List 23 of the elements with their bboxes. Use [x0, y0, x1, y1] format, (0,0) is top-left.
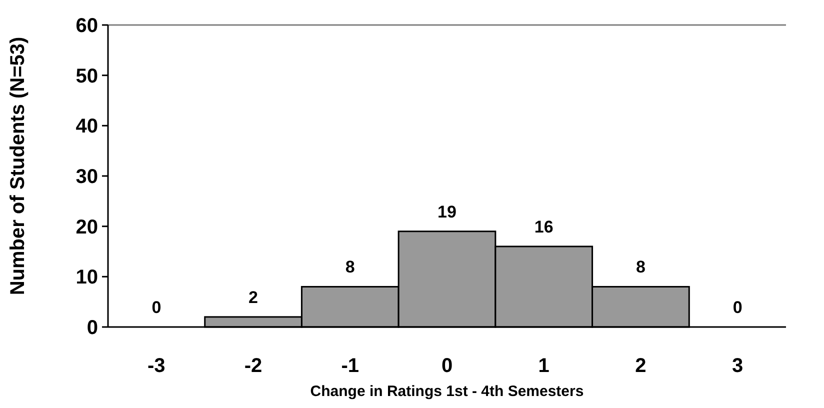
- y-tick-label: 20: [76, 216, 98, 238]
- y-tick-label: 0: [86, 317, 98, 339]
- x-axis-title: Change in Ratings 1st - 4th Semesters: [310, 383, 584, 400]
- x-tick-label: 0: [441, 355, 453, 377]
- data-label: 2: [248, 288, 258, 307]
- x-tick-label: 2: [635, 355, 646, 377]
- x-tick-label: -2: [244, 355, 262, 377]
- y-tick-label: 60: [76, 15, 98, 37]
- x-tick-label: 1: [538, 355, 550, 377]
- y-axis-title: Number of Students (N=53): [7, 36, 29, 296]
- x-tick-label: 3: [732, 355, 744, 377]
- data-label: 16: [534, 217, 554, 236]
- y-tick-label: 50: [76, 65, 98, 88]
- data-label: 0: [152, 298, 162, 317]
- y-tick-label: 40: [76, 116, 98, 138]
- data-label: 19: [438, 202, 456, 222]
- x-tick-label: -3: [148, 355, 166, 377]
- data-label: 0: [732, 298, 742, 317]
- y-tick-label: 30: [76, 166, 98, 188]
- y-tick-label: 10: [76, 266, 98, 289]
- x-tick-label: -1: [341, 355, 360, 377]
- data-label: 8: [345, 258, 355, 277]
- data-label: 8: [636, 258, 646, 277]
